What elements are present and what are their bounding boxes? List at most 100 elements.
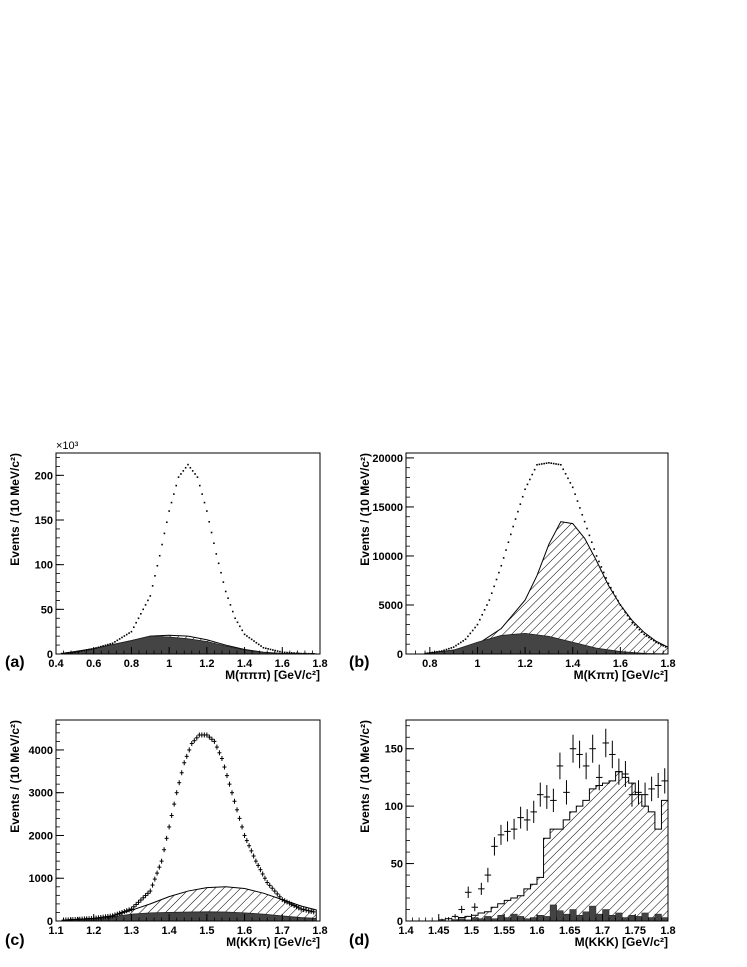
data-point [67, 652, 70, 654]
y-axis-title: Events / (10 MeV/c²) [358, 720, 372, 833]
data-point [486, 604, 488, 606]
data-point [305, 652, 307, 654]
data-point [459, 641, 462, 644]
data-point [457, 643, 460, 645]
y-tick-label: 2000 [29, 830, 53, 842]
data-point [163, 532, 166, 535]
data-point [443, 649, 445, 652]
data-point [170, 501, 173, 504]
data-point [196, 476, 199, 478]
data-point [229, 604, 232, 606]
x-tick-label: 1.6 [529, 925, 544, 937]
y-axis-title: Events / (10 MeV/c²) [8, 453, 22, 566]
data-point [517, 510, 519, 513]
x-axis-title: M(Kππ) [GeV/c²] [574, 668, 668, 682]
data-point [147, 599, 149, 602]
data-point [545, 462, 548, 464]
x-tick-label: 1.4 [161, 925, 177, 937]
data-point [543, 462, 545, 465]
data-point [612, 591, 615, 593]
data-point [590, 541, 593, 544]
data-point [593, 548, 595, 550]
data-point [438, 650, 441, 653]
data-point [220, 571, 222, 574]
data-point [598, 560, 600, 563]
dark-background-bar [484, 916, 492, 921]
data-point [198, 484, 201, 487]
data-point [621, 607, 624, 610]
y-axis-title: Events / (10 MeV/c²) [8, 720, 22, 833]
data-point [490, 592, 493, 595]
dark-background-bar [471, 917, 479, 921]
data-point [502, 557, 505, 559]
data-point [142, 608, 145, 611]
data-point [571, 486, 574, 489]
data-point [177, 476, 180, 478]
y-tick-label: 5000 [379, 600, 403, 612]
dark-background-bar [635, 916, 643, 921]
data-point [300, 652, 302, 654]
data-point [243, 633, 246, 636]
data-point [626, 614, 629, 617]
data-point [531, 473, 534, 476]
data-point [121, 636, 123, 639]
data-point [114, 641, 116, 643]
data-point [85, 649, 88, 651]
data-point [560, 463, 562, 466]
y-tick-label: 100 [385, 801, 403, 813]
data-point [550, 462, 553, 464]
data-point [510, 533, 512, 536]
y-tick-label: 3000 [29, 788, 53, 800]
data-point [652, 639, 655, 642]
panel-c: 1.1 1.2 1.3 1.4 1.5 1.6 1.7 1.8 0 1000 2000 3000 400… [5, 719, 328, 949]
data-point [488, 599, 491, 601]
y-tick-label: 50 [41, 604, 53, 616]
data-point [574, 493, 576, 495]
data-point [208, 520, 211, 523]
x-tick-label: 1.6 [237, 925, 252, 937]
x-tick-label: 1.4 [565, 658, 581, 670]
data-point [253, 640, 255, 642]
panel-d: 1.4 1.45 1.5 1.55 1.6 1.65 1.7 1.75 1.8 0 50 100 150… [349, 719, 676, 949]
dark-background-bar [641, 912, 649, 921]
data-point [264, 647, 267, 650]
x-tick-label: 0.8 [124, 658, 139, 670]
data-point [81, 650, 83, 652]
data-point [154, 575, 156, 577]
data-point [602, 571, 605, 574]
x-tick-label: 1.2 [517, 658, 532, 670]
data-point [217, 562, 220, 565]
data-point [257, 643, 260, 646]
dark-background-bar [615, 912, 623, 921]
x-tick-label: 1 [474, 658, 480, 670]
dark-background-bar [582, 911, 590, 921]
plot-frame [405, 452, 669, 655]
data-point [156, 564, 159, 567]
data-point [234, 617, 236, 620]
data-point [455, 644, 457, 647]
data-point [524, 488, 526, 491]
data-point [276, 650, 279, 652]
data-point [600, 566, 603, 568]
data-point [533, 468, 536, 471]
data-point [180, 473, 182, 475]
data-point [526, 483, 529, 486]
data-point [629, 618, 631, 620]
data-point [107, 643, 109, 646]
dark-background-bar [530, 917, 538, 921]
panel-a: 0.4 0.6 0.8 1 1.2 1.4 1.6 1.8 0 50 100 150 200 M(πππ)… [5, 440, 328, 682]
x-tick-label: 1.4 [398, 925, 414, 937]
data-point [236, 621, 239, 624]
y-tick-label: 150 [385, 744, 403, 756]
data-point [567, 477, 569, 480]
x-tick-label: 1.8 [312, 925, 327, 937]
data-point [519, 503, 522, 505]
data-point [576, 500, 579, 502]
x-tick-label: 1.45 [428, 925, 449, 937]
data-point [239, 625, 241, 628]
data-point [660, 643, 662, 646]
data-point [495, 578, 498, 581]
data-point [440, 650, 443, 652]
data-point [286, 651, 288, 654]
data-point [74, 651, 76, 654]
